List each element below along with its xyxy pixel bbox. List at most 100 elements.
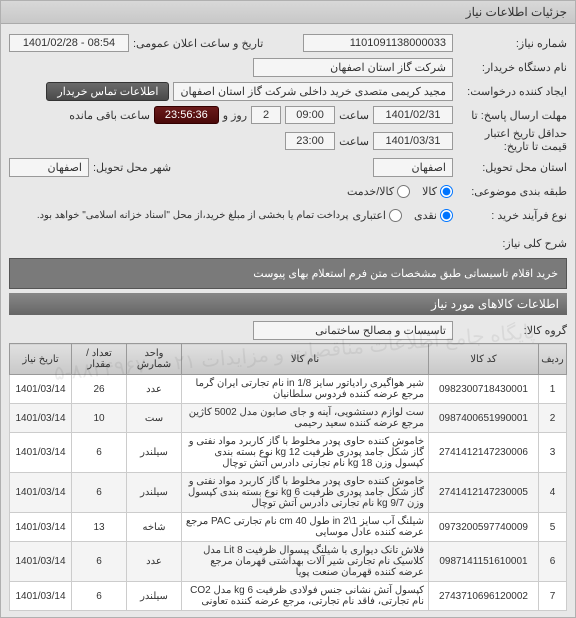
cell-date: 1401/03/14 (10, 542, 72, 582)
cell-code: 0987141151610001 (429, 542, 539, 582)
process-label: نوع فرآیند خرید : (457, 209, 567, 222)
credit-note: پرداخت تمام یا بخشی از مبلغ خرید،از محل … (37, 210, 349, 221)
cell-code: 2741412147230005 (429, 473, 539, 513)
contact-button[interactable]: اطلاعات تماس خریدار (46, 82, 169, 101)
form-area: شماره نیاز: 1101091138000033 تاریخ و ساع… (1, 24, 575, 617)
desc-box: خرید اقلام تاسیساتی طبق مشخصات متن فرم ا… (9, 258, 567, 289)
cell-row: 6 (539, 542, 567, 582)
validity-date: 1401/03/31 (373, 132, 453, 150)
cell-unit: عدد (127, 542, 182, 582)
cell-qty: 6 (72, 582, 127, 611)
buyer-label: نام دستگاه خریدار: (457, 61, 567, 74)
remaining-suffix: ساعت باقی مانده (69, 109, 150, 122)
cell-row: 5 (539, 513, 567, 542)
cell-date: 1401/03/14 (10, 513, 72, 542)
cell-name: خاموش کننده حاوی پودر مخلوط با گاز کاربر… (182, 433, 429, 473)
table-row[interactable]: 10982300718430001شیر هواگیری رادیاتور سا… (10, 375, 567, 404)
radio-cash[interactable] (440, 209, 453, 222)
col-code: کد کالا (429, 344, 539, 375)
deadline-date: 1401/02/31 (373, 106, 453, 124)
cell-date: 1401/03/14 (10, 473, 72, 513)
trans-loc-label: استان محل تحویل: (457, 161, 567, 174)
requester-value: مجید کریمی متصدی خرید داخلی شرکت گاز است… (173, 82, 453, 101)
cell-name: شیر هواگیری رادیاتور سایز in 1/8 نام تجا… (182, 375, 429, 404)
cell-row: 2 (539, 404, 567, 433)
table-row[interactable]: 72743710696120002کپسول آتش نشانی جنس فول… (10, 582, 567, 611)
process-radio-group: نقدی اعتباری (352, 209, 453, 222)
buyer-value: شرکت گاز استان اصفهان (253, 58, 453, 77)
radio-credit[interactable] (389, 209, 402, 222)
table-row[interactable]: 60987141151610001فلاش تانک دیواری با شیل… (10, 542, 567, 582)
radio-goods[interactable] (440, 185, 453, 198)
cell-qty: 13 (72, 513, 127, 542)
col-name: نام کالا (182, 344, 429, 375)
cell-unit: شاخه (127, 513, 182, 542)
radio-cash-label[interactable]: نقدی (414, 209, 453, 222)
cell-qty: 10 (72, 404, 127, 433)
table-header-row: ردیف کد کالا نام کالا واحد شمارش تعداد /… (10, 344, 567, 375)
panel-header: جزئیات اطلاعات نیاز (1, 1, 575, 24)
announce-label: تاریخ و ساعت اعلان عمومی: (133, 37, 263, 50)
cell-code: 0973200597740009 (429, 513, 539, 542)
classify-radio-group: کالا کالا/خدمت (347, 185, 453, 198)
cell-name: فلاش تانک دیواری با شیلنگ پیسوال ظرفیت L… (182, 542, 429, 582)
cell-unit: عدد (127, 375, 182, 404)
cell-unit: سیلندر (127, 473, 182, 513)
table-row[interactable]: 20987400651990001ست لوازم دستشویی، آینه … (10, 404, 567, 433)
table-row[interactable]: 50973200597740009شیلنگ آب سایز 1\2 in طو… (10, 513, 567, 542)
cell-row: 3 (539, 433, 567, 473)
panel-title: جزئیات اطلاعات نیاز (466, 5, 567, 19)
time-label-2: ساعت (339, 135, 369, 148)
items-table: ردیف کد کالا نام کالا واحد شمارش تعداد /… (9, 343, 567, 611)
validity-label: حداقل تاریخ اعتبار قیمت تا تاریخ: (457, 128, 567, 154)
cell-name: شیلنگ آب سایز 1\2 in طول cm 40 نام تجارت… (182, 513, 429, 542)
table-row[interactable]: 32741412147230006خاموش کننده حاوی پودر م… (10, 433, 567, 473)
need-no-label: شماره نیاز: (457, 37, 567, 50)
need-no-value: 1101091138000033 (303, 34, 453, 52)
radio-service-label[interactable]: کالا/خدمت (347, 185, 410, 198)
cell-code: 2743710696120002 (429, 582, 539, 611)
col-unit: واحد شمارش (127, 344, 182, 375)
trans-city-value: اصفهان (9, 158, 89, 177)
cell-code: 2741412147230006 (429, 433, 539, 473)
table-row[interactable]: 42741412147230005خاموش کننده حاوی پودر م… (10, 473, 567, 513)
days-suffix: روز و (223, 109, 247, 122)
cell-code: 0982300718430001 (429, 375, 539, 404)
cell-date: 1401/03/14 (10, 404, 72, 433)
radio-credit-label[interactable]: اعتباری (352, 209, 402, 222)
validity-time: 23:00 (285, 132, 335, 150)
time-label-1: ساعت (339, 109, 369, 122)
col-qty: تعداد / مقدار (72, 344, 127, 375)
radio-goods-label[interactable]: کالا (422, 185, 453, 198)
col-row: ردیف (539, 344, 567, 375)
cell-unit: سیلندر (127, 433, 182, 473)
cell-row: 1 (539, 375, 567, 404)
cell-qty: 26 (72, 375, 127, 404)
cell-code: 0987400651990001 (429, 404, 539, 433)
countdown-timer: 23:56:36 (154, 106, 219, 124)
classify-label: طبقه بندی موضوعی: (457, 185, 567, 198)
deadline-label: مهلت ارسال پاسخ: تا (457, 109, 567, 122)
cell-name: کپسول آتش نشانی جنس فولادی ظرفیت 6 kg مد… (182, 582, 429, 611)
cell-row: 4 (539, 473, 567, 513)
radio-service[interactable] (397, 185, 410, 198)
cell-date: 1401/03/14 (10, 375, 72, 404)
cell-unit: سیلندر (127, 582, 182, 611)
cell-name: خاموش کننده حاوی پودر مخلوط با گاز کاربر… (182, 473, 429, 513)
cell-qty: 6 (72, 542, 127, 582)
cell-unit: ست (127, 404, 182, 433)
cell-date: 1401/03/14 (10, 582, 72, 611)
group-label: گروه کالا: (457, 324, 567, 337)
items-section-header: اطلاعات کالاهای مورد نیاز (9, 293, 567, 315)
days-left: 2 (251, 106, 281, 124)
desc-label: شرح کلی نیاز: (457, 237, 567, 250)
requester-label: ایجاد کننده درخواست: (457, 85, 567, 98)
cell-name: ست لوازم دستشویی، آینه و جای صابون مدل 5… (182, 404, 429, 433)
deadline-time: 09:00 (285, 106, 335, 124)
cell-date: 1401/03/14 (10, 433, 72, 473)
announce-value: 1401/02/28 - 08:54 (9, 34, 129, 52)
cell-row: 7 (539, 582, 567, 611)
trans-city-label: شهر محل تحویل: (93, 161, 171, 174)
group-value: تاسیسات و مصالح ساختمانی (253, 321, 453, 340)
col-date: تاریخ نیاز (10, 344, 72, 375)
